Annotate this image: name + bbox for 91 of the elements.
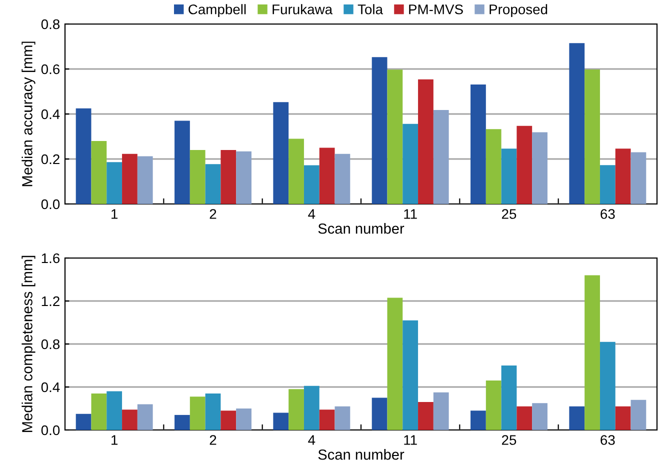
bar bbox=[76, 414, 92, 430]
bar bbox=[319, 410, 335, 430]
x-tick-label: 11 bbox=[404, 209, 417, 219]
x-tick-label: 4 bbox=[308, 209, 316, 219]
bar bbox=[106, 391, 122, 430]
bar bbox=[220, 410, 236, 430]
y-tick-label: 0.0 bbox=[41, 199, 60, 210]
bar bbox=[236, 408, 252, 430]
x-tick-label: 11 bbox=[404, 435, 417, 445]
y-tick-label: 0.8 bbox=[41, 19, 60, 30]
bar bbox=[486, 380, 502, 430]
x-tick-label: 2 bbox=[210, 435, 216, 445]
bar bbox=[273, 412, 289, 430]
bar bbox=[174, 414, 190, 430]
bar bbox=[516, 126, 532, 204]
x-tick-label: 4 bbox=[308, 435, 316, 445]
y-tick-label: 0.6 bbox=[41, 64, 60, 74]
bar bbox=[205, 164, 221, 204]
bar bbox=[501, 148, 517, 204]
bar bbox=[569, 406, 585, 430]
y-tick-label: 0.4 bbox=[41, 382, 60, 392]
bar bbox=[372, 398, 388, 430]
y-tick-label: 0.8 bbox=[41, 339, 60, 350]
bar bbox=[190, 150, 206, 204]
bar bbox=[236, 151, 252, 204]
bar bbox=[600, 342, 616, 430]
bar bbox=[334, 406, 350, 430]
bar bbox=[615, 406, 631, 430]
bar bbox=[137, 404, 153, 430]
x-tick-label: 63 bbox=[600, 209, 615, 219]
bar bbox=[516, 406, 532, 430]
bar bbox=[288, 138, 304, 204]
bar bbox=[106, 162, 122, 204]
y-tick-label: 1.2 bbox=[42, 296, 60, 306]
bar bbox=[418, 402, 434, 430]
bar bbox=[532, 403, 548, 430]
bar bbox=[433, 110, 449, 204]
legend-label: Campbell bbox=[188, 4, 246, 18]
bar bbox=[304, 165, 320, 204]
y-tick-label: 1.6 bbox=[42, 253, 60, 264]
legend-label: Proposed bbox=[490, 4, 548, 18]
y-tick-label: 0.0 bbox=[41, 425, 60, 436]
bar bbox=[615, 148, 631, 204]
x-tick-label: 25 bbox=[502, 435, 516, 445]
y-tick-label: 0.2 bbox=[41, 154, 60, 164]
y-axis-title: Median completeness [mm] bbox=[22, 256, 36, 432]
bar bbox=[137, 156, 153, 204]
bar bbox=[501, 366, 517, 430]
y-axis-title: Median accuracy [mm] bbox=[22, 42, 36, 186]
bar bbox=[630, 152, 646, 204]
bar bbox=[402, 124, 418, 204]
bar bbox=[402, 320, 418, 430]
x-tick-label: 63 bbox=[600, 435, 615, 445]
bar bbox=[205, 393, 221, 430]
bar bbox=[532, 132, 548, 204]
legend-label: Tola bbox=[358, 4, 383, 14]
bar bbox=[76, 108, 92, 204]
bar bbox=[174, 120, 190, 204]
bar bbox=[304, 386, 320, 430]
bar bbox=[372, 57, 388, 204]
bar bbox=[418, 79, 434, 204]
bar bbox=[91, 393, 107, 430]
bar bbox=[190, 396, 206, 430]
y-tick-label: 0.4 bbox=[41, 109, 60, 120]
x-tick-label: 1 bbox=[112, 209, 118, 219]
bar bbox=[91, 141, 107, 204]
bar bbox=[387, 70, 403, 204]
bar bbox=[584, 69, 600, 204]
bar bbox=[122, 410, 138, 430]
bar bbox=[334, 154, 350, 204]
x-axis-title: Scan number bbox=[318, 223, 404, 234]
bar bbox=[288, 389, 304, 430]
bar bbox=[470, 84, 486, 204]
bar bbox=[569, 43, 585, 204]
legend-label: PM-MVS bbox=[409, 4, 463, 14]
bar bbox=[486, 129, 502, 204]
bar bbox=[433, 392, 449, 430]
bar bbox=[470, 410, 486, 430]
bar bbox=[584, 275, 600, 430]
bar bbox=[630, 400, 646, 430]
bar bbox=[600, 165, 616, 204]
x-tick-label: 25 bbox=[502, 209, 516, 219]
bar bbox=[319, 148, 335, 204]
bar bbox=[220, 150, 236, 204]
bar bbox=[387, 298, 403, 430]
bar bbox=[273, 102, 289, 204]
bar bbox=[122, 154, 138, 204]
x-tick-label: 2 bbox=[210, 209, 216, 219]
x-tick-label: 1 bbox=[112, 435, 118, 445]
legend-label: Furukawa bbox=[272, 4, 333, 14]
x-axis-title: Scan number bbox=[318, 449, 404, 460]
